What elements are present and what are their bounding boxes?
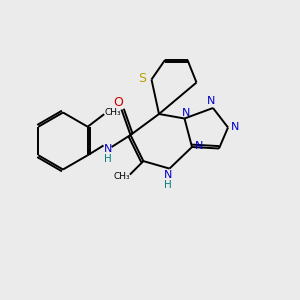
Text: N: N: [104, 143, 112, 154]
Text: S: S: [139, 71, 146, 85]
Text: H: H: [164, 180, 172, 190]
Text: N: N: [231, 122, 240, 133]
Text: N: N: [207, 95, 216, 106]
Text: O: O: [113, 95, 123, 109]
Text: N: N: [164, 170, 172, 180]
Text: N: N: [194, 140, 203, 151]
Text: CH₃: CH₃: [104, 109, 121, 118]
Text: N: N: [182, 107, 190, 118]
Text: H: H: [104, 154, 112, 164]
Text: CH₃: CH₃: [113, 172, 130, 181]
